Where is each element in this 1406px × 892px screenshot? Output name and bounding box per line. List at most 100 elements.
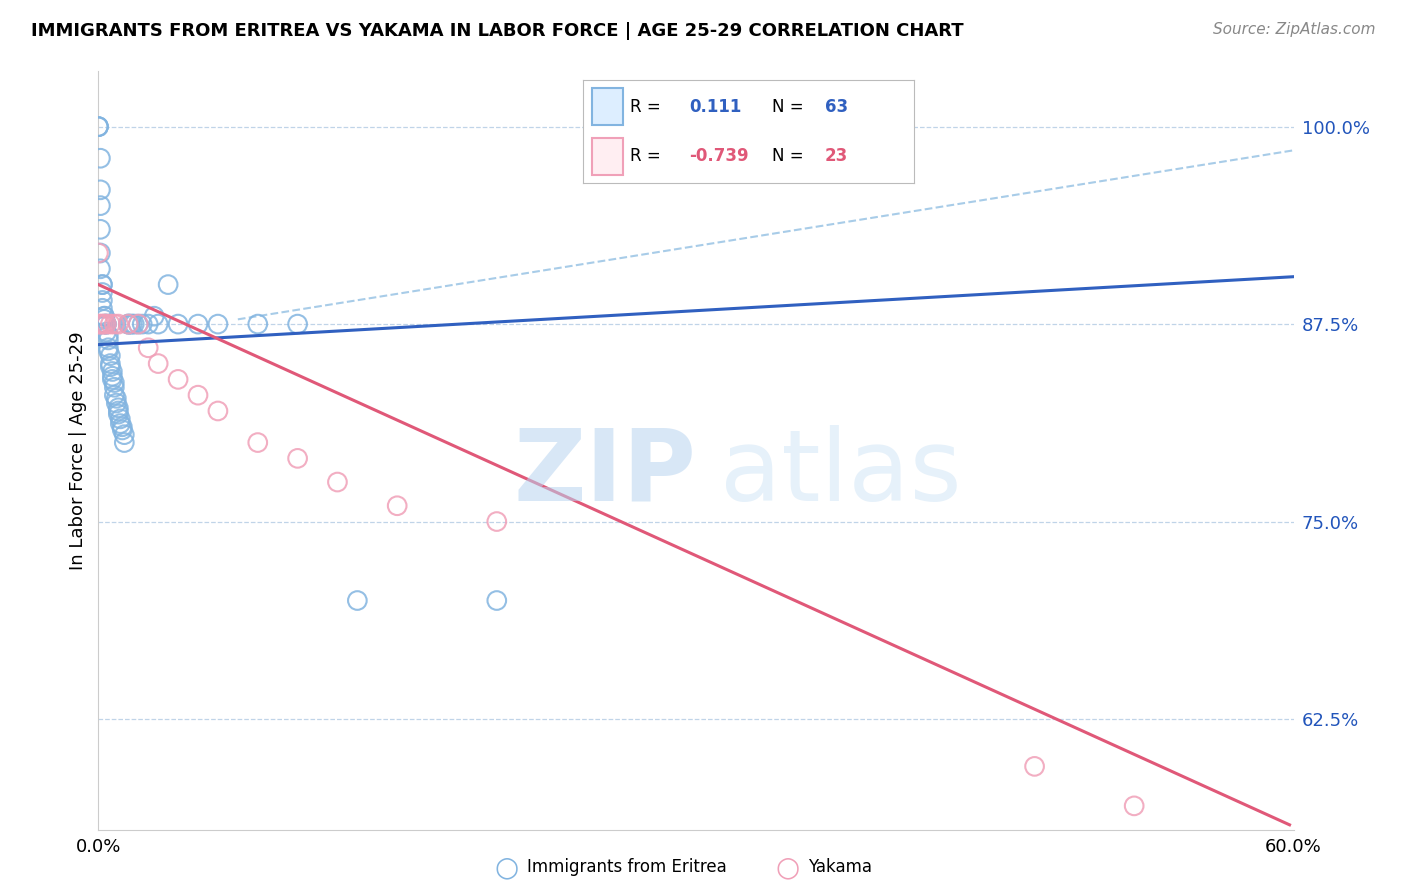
Point (326, 475, 349, 489)
Point (110, 412, 132, 426)
Point (127, 317, 149, 331)
Point (117, 317, 139, 331)
Point (117, 317, 139, 331)
Point (187, 388, 209, 402)
Point (148, 357, 170, 371)
Point (93, 312, 115, 326)
Text: R =: R = (630, 147, 661, 165)
Text: N =: N = (772, 147, 803, 165)
Point (96, 317, 118, 331)
Point (101, 372, 124, 386)
Point (107, 401, 129, 415)
Point (287, 317, 309, 331)
Text: N =: N = (772, 98, 803, 116)
Point (131, 317, 153, 331)
Point (101, 364, 124, 378)
Text: atlas: atlas (720, 425, 962, 522)
Point (385, 499, 409, 513)
Point (101, 369, 124, 384)
Text: ○: ○ (775, 853, 800, 881)
Point (91, 285, 114, 300)
Point (98, 349, 122, 363)
Text: 63: 63 (825, 98, 848, 116)
Point (103, 376, 125, 390)
Point (105, 392, 128, 406)
FancyBboxPatch shape (592, 137, 623, 175)
Text: 23: 23 (825, 147, 848, 165)
Point (91, 317, 114, 331)
Point (96, 325, 118, 339)
Point (117, 317, 139, 331)
Point (107, 404, 129, 418)
Point (89, 199, 111, 213)
Point (89, 317, 111, 331)
Point (87, 120, 110, 134)
Text: 0.111: 0.111 (689, 98, 741, 116)
Point (136, 317, 159, 331)
Point (110, 417, 132, 431)
Point (91, 277, 114, 292)
Point (89, 246, 111, 260)
Point (97, 341, 120, 355)
Point (143, 309, 166, 323)
Text: IMMIGRANTS FROM ERITREA VS YAKAMA IN LABOR FORCE | AGE 25-29 CORRELATION CHART: IMMIGRANTS FROM ERITREA VS YAKAMA IN LAB… (31, 22, 963, 40)
Point (87, 120, 110, 134)
Point (207, 317, 229, 331)
Text: ZIP: ZIP (513, 425, 696, 522)
Point (167, 317, 190, 331)
Point (207, 404, 229, 418)
Point (136, 341, 159, 355)
Point (97, 343, 120, 358)
Point (91, 301, 114, 316)
Point (157, 277, 180, 292)
Point (93, 317, 115, 331)
Point (87, 120, 110, 134)
Point (91, 293, 114, 308)
Point (148, 317, 170, 331)
Point (89, 222, 111, 236)
Point (112, 435, 135, 450)
Point (89, 261, 111, 276)
Point (93, 309, 115, 323)
Point (103, 380, 125, 394)
Point (93, 309, 115, 323)
Point (89, 151, 111, 165)
Point (97, 328, 120, 343)
Point (107, 317, 129, 331)
Point (121, 317, 143, 331)
Point (96, 317, 118, 331)
Point (1123, 798, 1146, 813)
Point (91, 277, 114, 292)
Point (246, 435, 269, 450)
Point (107, 407, 129, 421)
Text: R =: R = (630, 98, 661, 116)
Point (96, 317, 118, 331)
Point (485, 593, 508, 607)
Point (89, 183, 111, 197)
Point (1024, 759, 1046, 773)
Point (120, 317, 142, 331)
Point (97, 333, 120, 347)
Point (111, 419, 134, 434)
Point (103, 388, 125, 402)
Point (98, 317, 122, 331)
Text: Immigrants from Eritrea: Immigrants from Eritrea (527, 858, 727, 876)
Point (346, 593, 368, 607)
Point (105, 396, 128, 410)
Point (103, 317, 125, 331)
Point (246, 317, 269, 331)
Text: Source: ZipAtlas.com: Source: ZipAtlas.com (1212, 22, 1375, 37)
Point (98, 359, 122, 374)
Point (127, 317, 149, 331)
FancyBboxPatch shape (592, 88, 623, 126)
Point (111, 423, 134, 437)
Point (112, 427, 135, 442)
Point (187, 317, 209, 331)
Y-axis label: In Labor Force | Age 25-29: In Labor Force | Age 25-29 (69, 331, 87, 570)
Point (167, 372, 190, 386)
Point (98, 357, 122, 371)
Text: ○: ○ (494, 853, 519, 881)
Text: Yakama: Yakama (808, 858, 873, 876)
Point (485, 515, 508, 529)
Point (87, 246, 110, 260)
